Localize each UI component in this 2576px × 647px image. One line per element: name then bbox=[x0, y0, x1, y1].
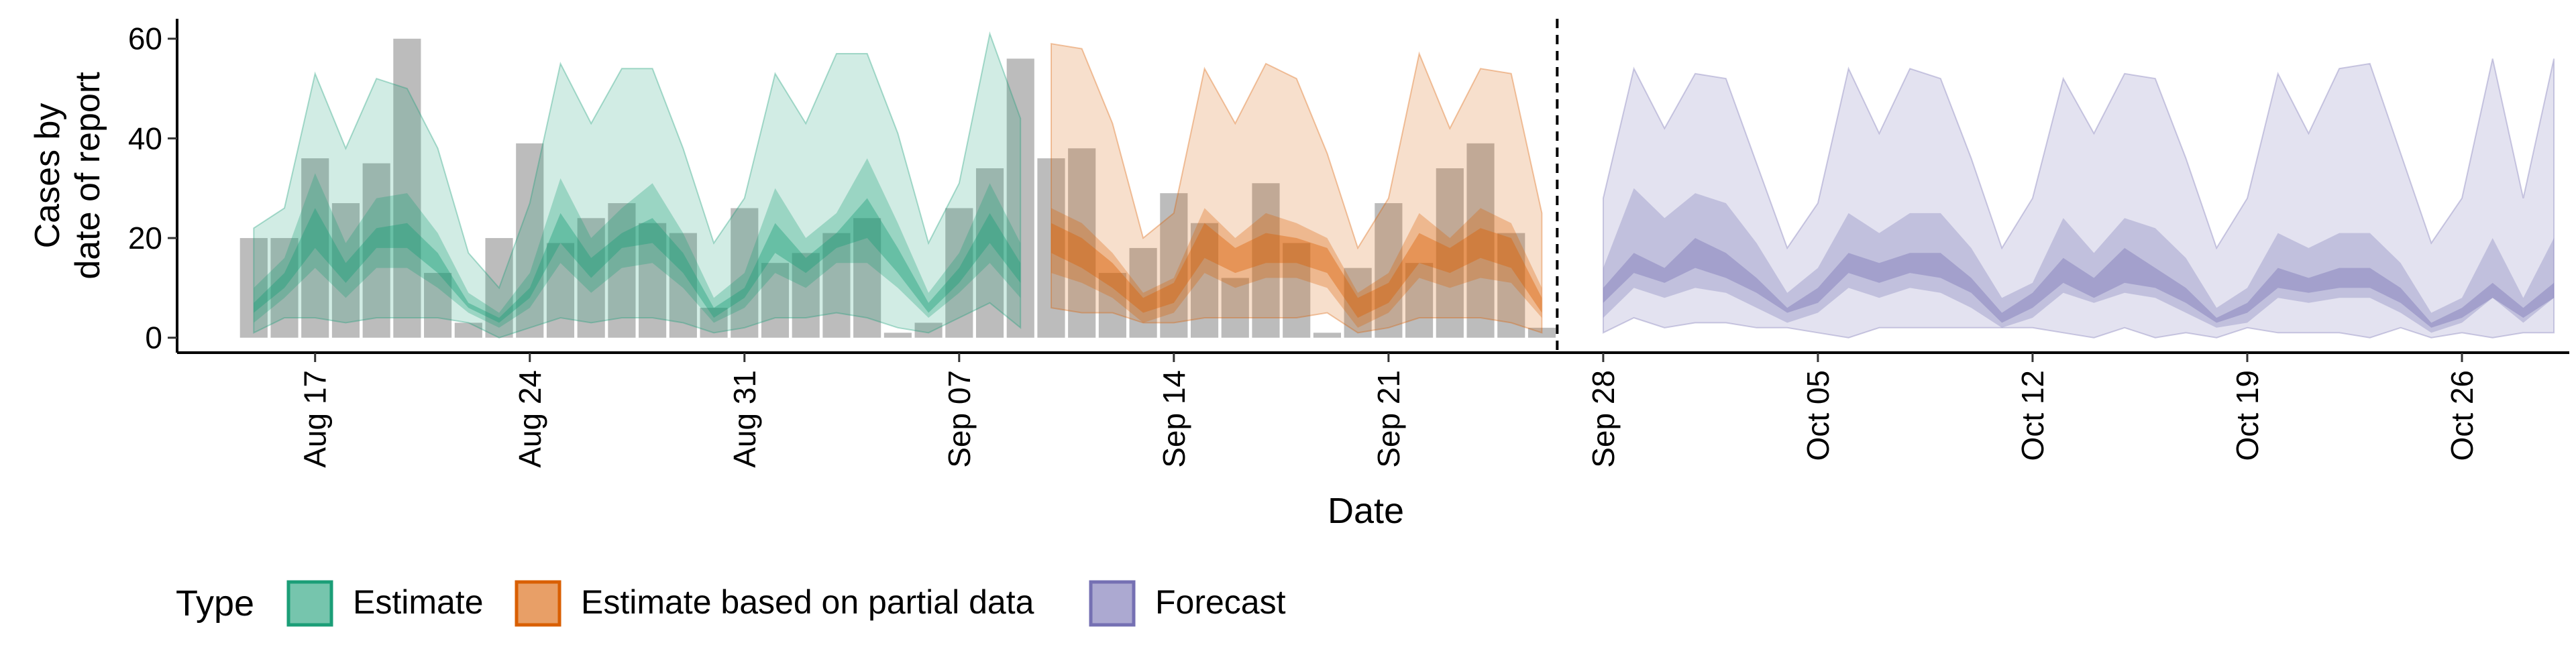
x-tick-label-aug-31: Aug 31 bbox=[727, 370, 762, 468]
bar-day-20 bbox=[853, 218, 881, 338]
bar-day-22 bbox=[914, 322, 943, 338]
bar-day-38 bbox=[1405, 263, 1434, 338]
bar-day-41 bbox=[1497, 233, 1525, 338]
legend-label-partial: Estimate based on partial data bbox=[581, 583, 1034, 621]
bar-day-8 bbox=[485, 238, 513, 338]
bar-day-39 bbox=[1436, 168, 1464, 338]
bar-day-27 bbox=[1068, 148, 1096, 338]
y-tick-label-40: 40 bbox=[128, 121, 162, 156]
x-axis-title: Date bbox=[1328, 491, 1404, 531]
bar-day-9 bbox=[516, 143, 544, 338]
legend-swatch-estimate bbox=[286, 580, 333, 627]
x-tick-label-aug-24: Aug 24 bbox=[513, 370, 547, 468]
legend: Type Estimate Estimate based on partial … bbox=[176, 580, 1286, 627]
bar-day-0 bbox=[239, 238, 268, 338]
bar-day-31 bbox=[1190, 223, 1219, 338]
bar-day-40 bbox=[1466, 143, 1495, 338]
y-tick-label-60: 60 bbox=[128, 21, 162, 56]
y-axis-ticks: 0 20 40 60 bbox=[128, 21, 177, 355]
bar-day-2 bbox=[301, 158, 329, 338]
bar-day-32 bbox=[1221, 278, 1249, 338]
forecast-middle-band bbox=[1603, 188, 2555, 333]
bar-day-15 bbox=[700, 308, 728, 338]
legend-title: Type bbox=[176, 583, 254, 624]
bar-day-18 bbox=[792, 253, 820, 338]
y-axis-title-line-1: Cases by bbox=[28, 103, 67, 249]
bar-day-13 bbox=[639, 223, 667, 338]
bar-day-14 bbox=[669, 233, 697, 338]
credible-interval-bands bbox=[253, 31, 2555, 339]
bar-day-37 bbox=[1375, 203, 1403, 338]
x-tick-label-oct-26: Oct 26 bbox=[2445, 370, 2479, 461]
bar-day-25 bbox=[1006, 58, 1034, 338]
bar-day-12 bbox=[608, 203, 636, 338]
y-tick-label-20: 20 bbox=[128, 221, 162, 255]
estimate-outer-band bbox=[253, 31, 1022, 339]
bar-day-16 bbox=[731, 208, 759, 338]
bar-day-36 bbox=[1344, 268, 1372, 338]
bar-day-35 bbox=[1313, 333, 1341, 338]
bar-day-24 bbox=[975, 168, 1004, 338]
bar-day-3 bbox=[331, 203, 360, 338]
bar-day-42 bbox=[1527, 327, 1556, 338]
x-tick-label-aug-17: Aug 17 bbox=[298, 370, 333, 468]
bar-day-30 bbox=[1160, 193, 1188, 338]
legend-swatch-partial bbox=[515, 580, 561, 627]
bar-day-33 bbox=[1252, 183, 1280, 338]
y-axis-title-line-2: date of report bbox=[68, 72, 107, 280]
bar-day-17 bbox=[761, 263, 790, 338]
estimate-based-on-partial-data-middle-band bbox=[1051, 208, 1542, 328]
bar-day-29 bbox=[1129, 247, 1157, 338]
x-axis-ticks: Aug 17 Aug 24 Aug 31 Sep 07 Sep 14 Sep 21 Sep … bbox=[298, 353, 2479, 468]
forecast-outer-band bbox=[1602, 58, 2555, 339]
legend-swatch-forecast bbox=[1089, 580, 1136, 627]
x-tick-label-sep-28: Sep 28 bbox=[1586, 370, 1621, 468]
bar-day-10 bbox=[546, 243, 575, 338]
bar-day-7 bbox=[454, 322, 482, 338]
bar-day-11 bbox=[577, 218, 605, 338]
x-tick-label-oct-19: Oct 19 bbox=[2230, 370, 2265, 461]
estimate-based-on-partial-data-outer-band bbox=[1051, 43, 1543, 334]
bar-day-28 bbox=[1098, 273, 1126, 338]
x-tick-label-sep-21: Sep 21 bbox=[1371, 370, 1406, 468]
x-tick-label-sep-07: Sep 07 bbox=[942, 370, 977, 468]
x-tick-label-oct-12: Oct 12 bbox=[2015, 370, 2050, 461]
bar-day-1 bbox=[270, 238, 299, 338]
bar-day-4 bbox=[362, 163, 390, 338]
x-tick-label-oct-05: Oct 05 bbox=[1801, 370, 1835, 461]
bar-day-34 bbox=[1283, 243, 1311, 338]
legend-label-forecast: Forecast bbox=[1155, 583, 1286, 621]
bar-day-21 bbox=[883, 333, 912, 338]
y-tick-label-0: 0 bbox=[145, 320, 162, 355]
reported-cases-bars bbox=[239, 38, 1556, 338]
bar-day-26 bbox=[1037, 158, 1065, 338]
bar-day-23 bbox=[945, 208, 973, 338]
forecast-inner-band bbox=[1603, 238, 2555, 328]
bar-day-19 bbox=[822, 233, 851, 338]
x-tick-label-sep-14: Sep 14 bbox=[1157, 370, 1191, 468]
legend-label-estimate: Estimate bbox=[353, 583, 484, 621]
bar-day-5 bbox=[393, 38, 421, 338]
estimate-middle-band bbox=[254, 158, 1021, 328]
estimate-based-on-partial-data-inner-band bbox=[1051, 223, 1542, 318]
bar-day-6 bbox=[424, 273, 452, 338]
